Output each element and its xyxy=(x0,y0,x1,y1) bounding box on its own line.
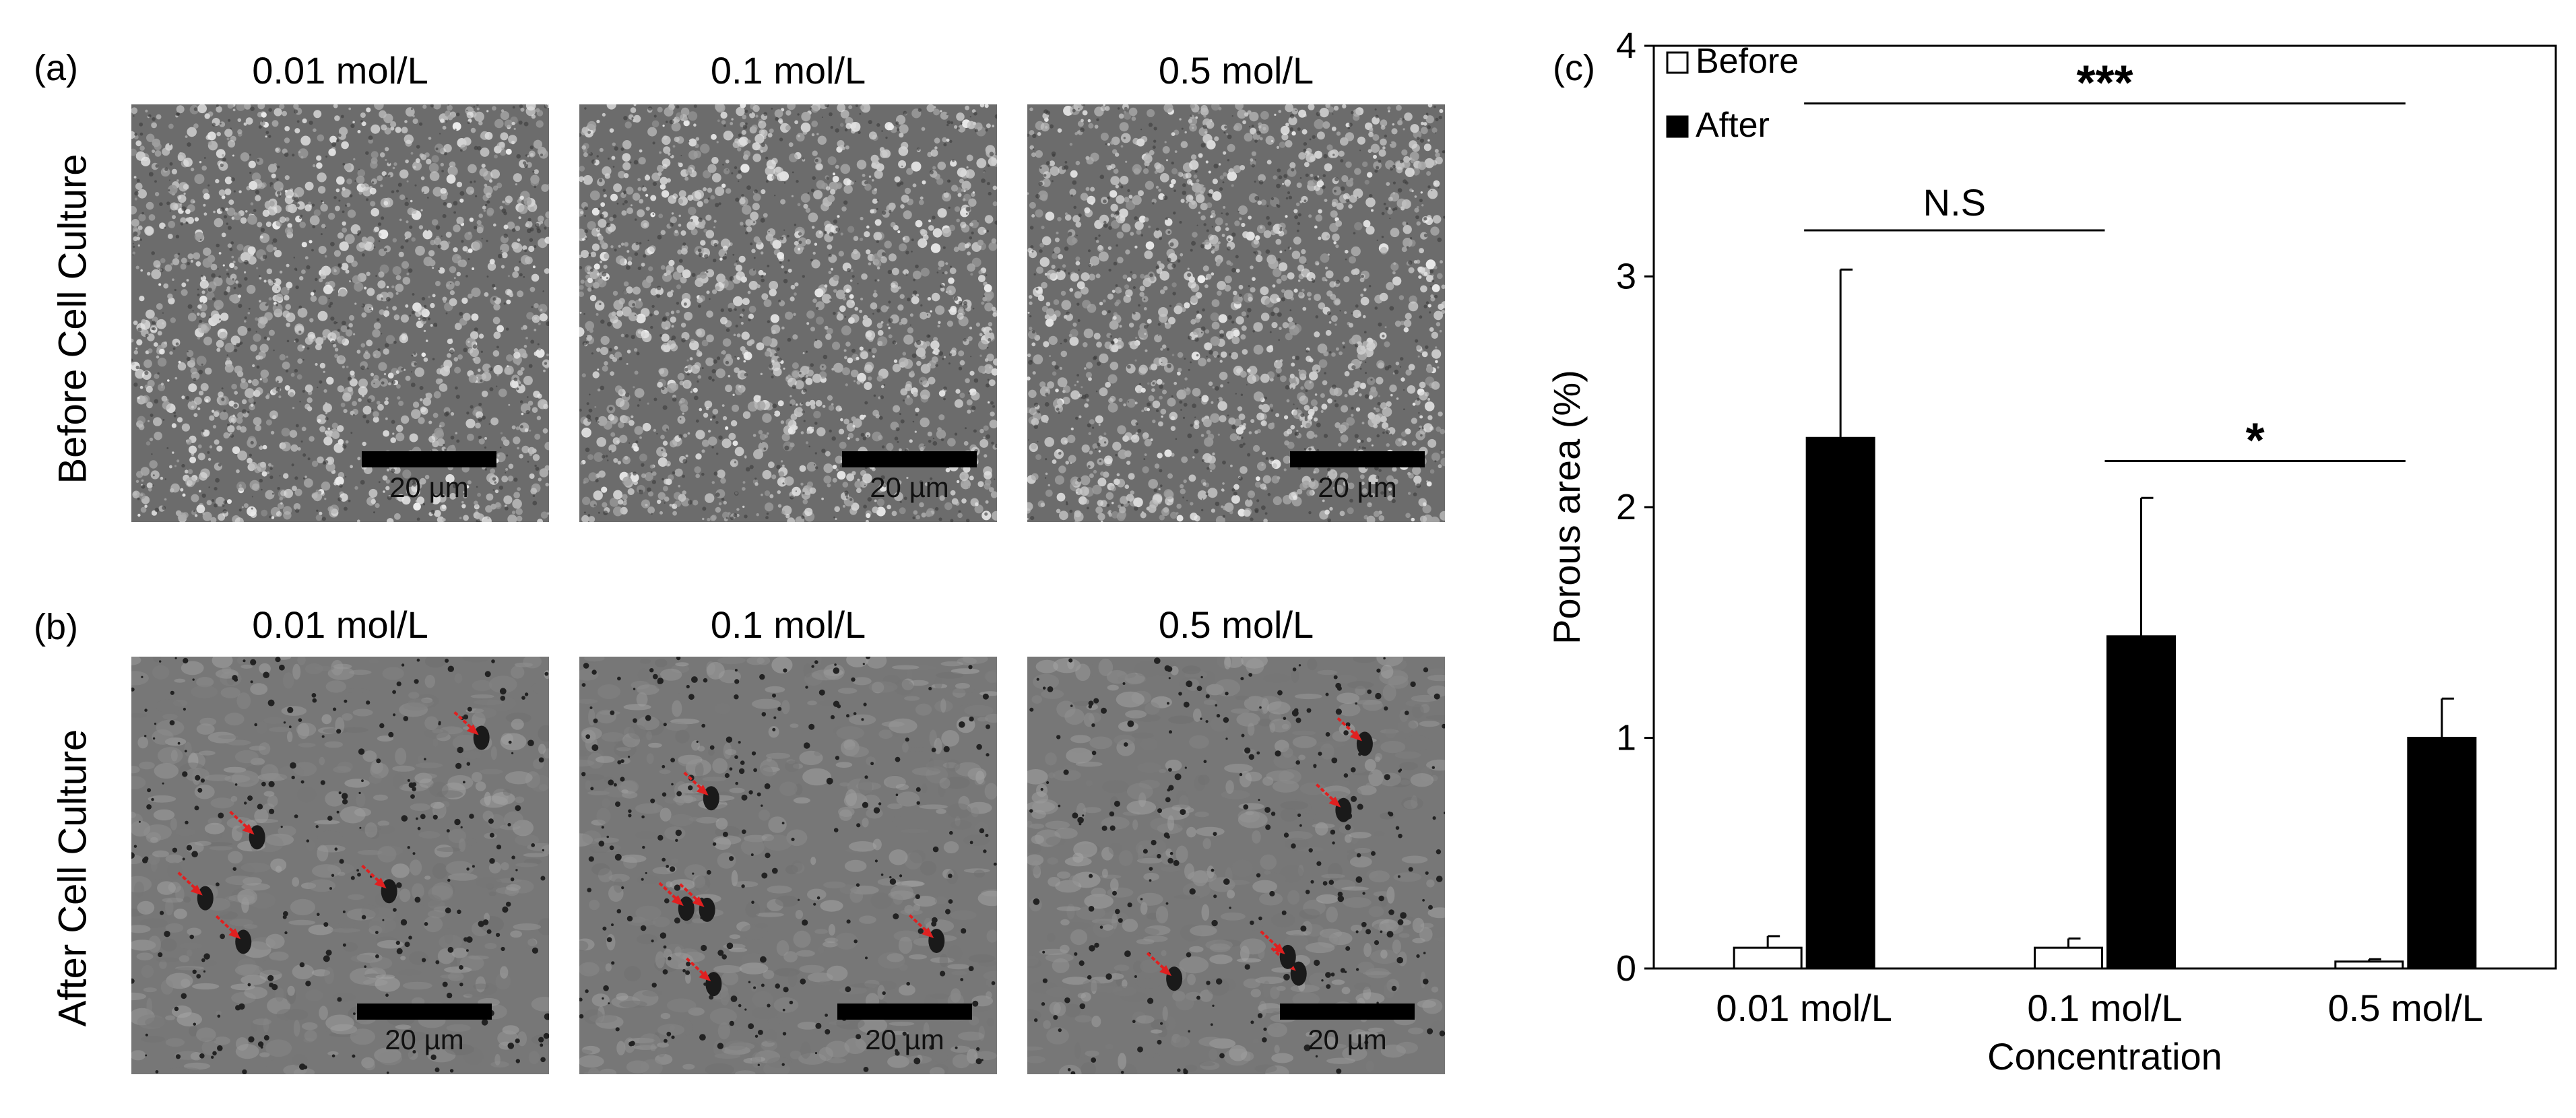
x-tick-label-2: 0.5 mol/L xyxy=(2328,987,2483,1029)
title-b-0: 0.01 mol/L xyxy=(252,603,428,646)
scale-bar-b-1 xyxy=(837,1004,972,1020)
title-b-1: 0.1 mol/L xyxy=(710,603,866,646)
y-tick-label-0: 0 xyxy=(1616,948,1636,989)
bar-after-2 xyxy=(2407,737,2477,970)
significance-label-0: *** xyxy=(2076,57,2133,110)
x-axis-label: Concentration xyxy=(1987,1035,2222,1078)
row-label-after: After Cell Culture xyxy=(51,729,95,1027)
sem-image-before-0.01 xyxy=(131,104,549,522)
scale-bar-b-0 xyxy=(357,1004,492,1020)
scale-label-b-1: 20 µm xyxy=(865,1024,944,1055)
title-a-1: 0.1 mol/L xyxy=(710,49,866,92)
legend-swatch-after xyxy=(1666,115,1689,138)
title-a-0: 0.01 mol/L xyxy=(252,49,428,92)
scale-bar-a-0 xyxy=(362,451,496,467)
sem-image-after-0.1 xyxy=(579,657,997,1074)
bar-after-0 xyxy=(1805,436,1875,970)
scale-bar-b-2 xyxy=(1280,1004,1415,1020)
legend-label-after: After xyxy=(1696,106,1770,145)
panel-a-label: (a) xyxy=(34,48,78,88)
y-tick-label-2: 2 xyxy=(1616,487,1636,527)
scale-label-a-0: 20 µm xyxy=(389,471,469,503)
bar-before-0 xyxy=(1733,946,1803,970)
legend-label-before: Before xyxy=(1696,42,1799,81)
bar-after-1 xyxy=(2106,635,2176,970)
x-tick-label-1: 0.1 mol/L xyxy=(2027,987,2182,1029)
significance-label-1: N.S xyxy=(1923,181,1986,224)
title-b-2: 0.5 mol/L xyxy=(1158,603,1314,646)
row-label-before: Before Cell Culture xyxy=(51,154,95,484)
panel-c-label: (c) xyxy=(1553,48,1595,88)
y-tick-label-3: 3 xyxy=(1616,257,1636,297)
y-axis-label: Porous area (%) xyxy=(1545,370,1588,645)
y-tick-label-1: 1 xyxy=(1616,718,1636,758)
legend-swatch-before xyxy=(1666,51,1689,74)
scale-label-b-0: 20 µm xyxy=(385,1024,464,1055)
porous-area-bar-chart: 0 1 2 3 4 Porous area (%) 0.01 mol/L 0.1 mol/L 0… xyxy=(1545,26,2557,1078)
scale-label-a-1: 20 µm xyxy=(870,471,949,503)
scale-bar-a-2 xyxy=(1290,451,1425,467)
bar-before-2 xyxy=(2334,960,2404,970)
y-tick-label-4: 4 xyxy=(1616,26,1636,66)
scale-label-a-2: 20 µm xyxy=(1318,471,1397,503)
scale-bar-a-1 xyxy=(842,451,977,467)
scale-label-b-2: 20 µm xyxy=(1308,1024,1387,1055)
panel-b-label: (b) xyxy=(34,607,78,647)
significance-label-2: * xyxy=(2246,414,2265,468)
bar-before-1 xyxy=(2034,946,2103,970)
title-a-2: 0.5 mol/L xyxy=(1158,49,1314,92)
x-tick-label-0: 0.01 mol/L xyxy=(1716,987,1892,1029)
